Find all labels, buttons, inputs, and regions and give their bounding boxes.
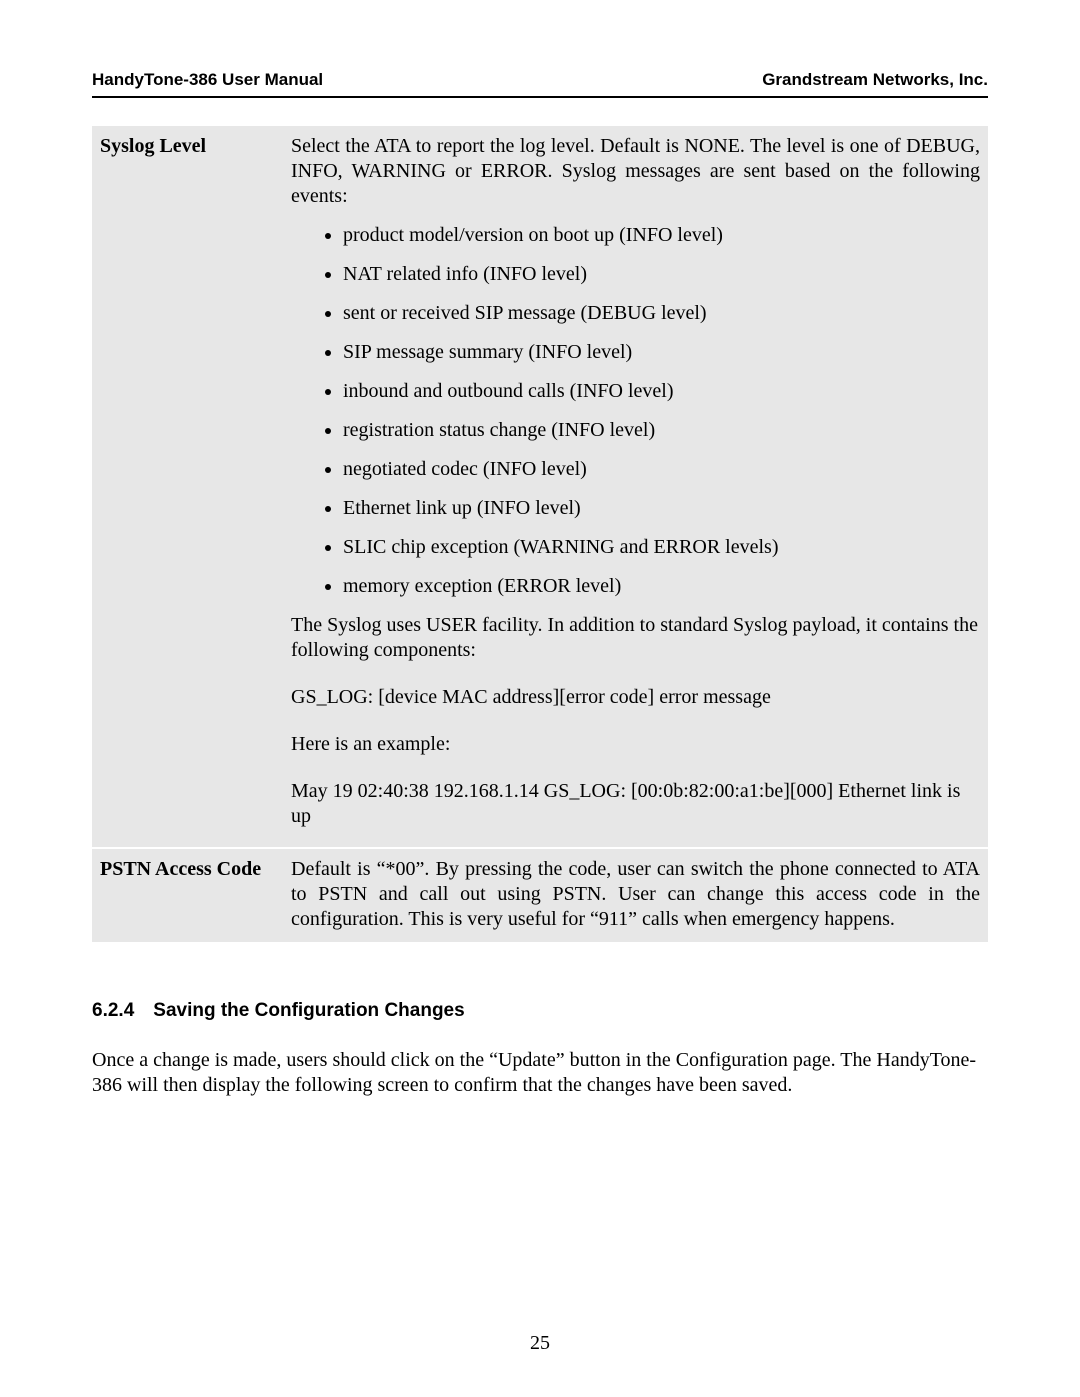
list-item: SIP message summary (INFO level) [343, 340, 980, 365]
section-624: 6.2.4 Saving the Configuration Changes O… [92, 1000, 988, 1098]
syslog-bullets: product model/version on boot up (INFO l… [291, 223, 980, 599]
section-heading: 6.2.4 Saving the Configuration Changes [92, 1000, 988, 1022]
list-item: sent or received SIP message (DEBUG leve… [343, 301, 980, 326]
page-header: HandyTone-386 User Manual Grandstream Ne… [92, 70, 988, 98]
syslog-p2: GS_LOG: [device MAC address][error code]… [291, 685, 980, 710]
list-item: inbound and outbound calls (INFO level) [343, 379, 980, 404]
list-item: memory exception (ERROR level) [343, 574, 980, 599]
syslog-intro: Select the ATA to report the log level. … [291, 134, 980, 209]
page: HandyTone-386 User Manual Grandstream Ne… [0, 0, 1080, 1397]
table-row: Syslog Level Select the ATA to report th… [92, 126, 988, 848]
syslog-p4: May 19 02:40:38 192.168.1.14 GS_LOG: [00… [291, 779, 980, 829]
row-desc-syslog: Select the ATA to report the log level. … [283, 126, 988, 848]
syslog-p3: Here is an example: [291, 732, 980, 757]
list-item: NAT related info (INFO level) [343, 262, 980, 287]
section-title: Saving the Configuration Changes [153, 1000, 464, 1021]
list-item: negotiated codec (INFO level) [343, 457, 980, 482]
table-row: PSTN Access Code Default is “*00”. By pr… [92, 848, 988, 943]
section-number: 6.2.4 [92, 1000, 148, 1022]
list-item: Ethernet link up (INFO level) [343, 496, 980, 521]
row-label-pstn: PSTN Access Code [92, 848, 283, 943]
page-number: 25 [0, 1332, 1080, 1355]
syslog-p1: The Syslog uses USER facility. In additi… [291, 613, 980, 663]
header-right: Grandstream Networks, Inc. [762, 70, 988, 90]
section-body: Once a change is made, users should clic… [92, 1048, 988, 1098]
row-desc-pstn: Default is “*00”. By pressing the code, … [283, 848, 988, 943]
header-left: HandyTone-386 User Manual [92, 70, 323, 90]
list-item: SLIC chip exception (WARNING and ERROR l… [343, 535, 980, 560]
list-item: registration status change (INFO level) [343, 418, 980, 443]
config-table: Syslog Level Select the ATA to report th… [92, 126, 988, 944]
row-label-syslog: Syslog Level [92, 126, 283, 848]
list-item: product model/version on boot up (INFO l… [343, 223, 980, 248]
